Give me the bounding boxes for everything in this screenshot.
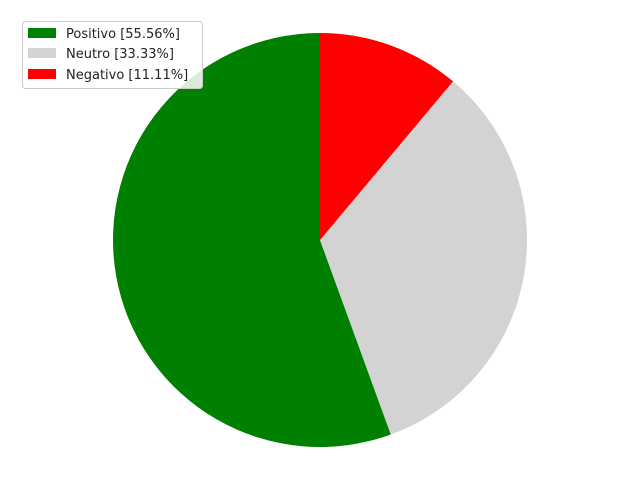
chart-legend: Positivo [55.56%] Neutro [33.33%] Negati… <box>22 21 203 89</box>
pie-slice-negativo <box>320 32 454 240</box>
pie-slice-neutro <box>320 81 528 435</box>
legend-label-positivo: Positivo [55.56%] <box>66 27 180 42</box>
legend-label-neutro: Neutro [33.33%] <box>66 47 174 62</box>
pie-slice-positivo <box>113 33 391 447</box>
legend-entry-negativo: Negativo [11.11%] <box>28 68 188 83</box>
legend-swatch-neutro <box>28 48 56 58</box>
legend-entry-positivo: Positivo [55.56%] <box>28 27 180 42</box>
legend-swatch-negativo <box>28 69 56 79</box>
legend-entry-neutro: Neutro [33.33%] <box>28 47 174 62</box>
legend-label-negativo: Negativo [11.11%] <box>66 68 188 83</box>
legend-frame <box>22 21 203 89</box>
pie-slices <box>113 32 528 447</box>
legend-swatch-positivo <box>28 28 56 38</box>
